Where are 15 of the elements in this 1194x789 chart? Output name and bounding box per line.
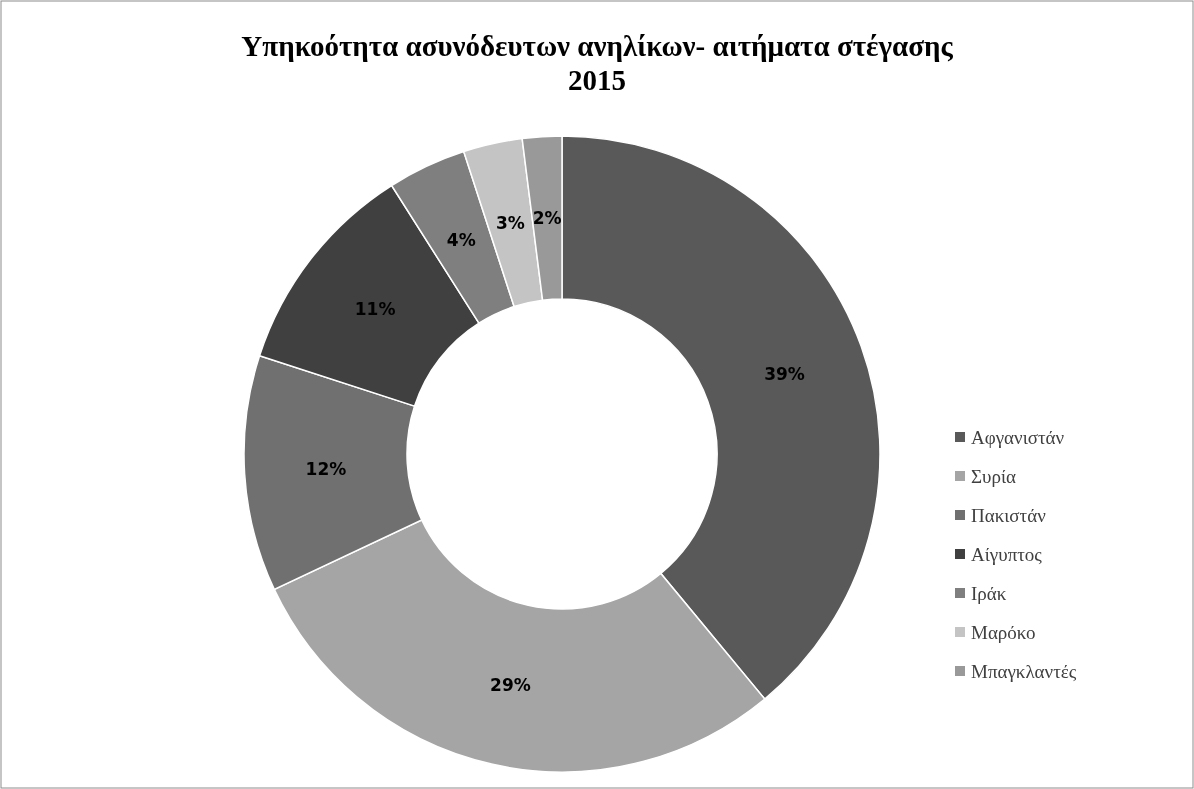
legend-label: Αίγυπτος	[971, 543, 1043, 565]
data-label: 4%	[446, 230, 476, 251]
legend-label: Μπαγκλαντές	[971, 660, 1077, 682]
data-label: 11%	[354, 299, 396, 320]
legend-label: Ιράκ	[971, 582, 1007, 604]
legend-label: Μαρόκο	[971, 621, 1036, 643]
data-label: 12%	[305, 458, 347, 479]
data-label: 3%	[495, 213, 525, 234]
data-label: 39%	[764, 363, 805, 384]
data-label: 2%	[532, 207, 562, 228]
data-label: 29%	[490, 674, 531, 695]
legend-label: Αφγανιστάν	[971, 426, 1065, 448]
chart-title: Υπηκοότητα ασυνόδευτων ανηλίκων- αιτήματα στέγασης 2015	[241, 30, 954, 96]
legend-label: Συρία	[971, 465, 1017, 487]
legend-label: Πακιστάν	[971, 504, 1047, 526]
